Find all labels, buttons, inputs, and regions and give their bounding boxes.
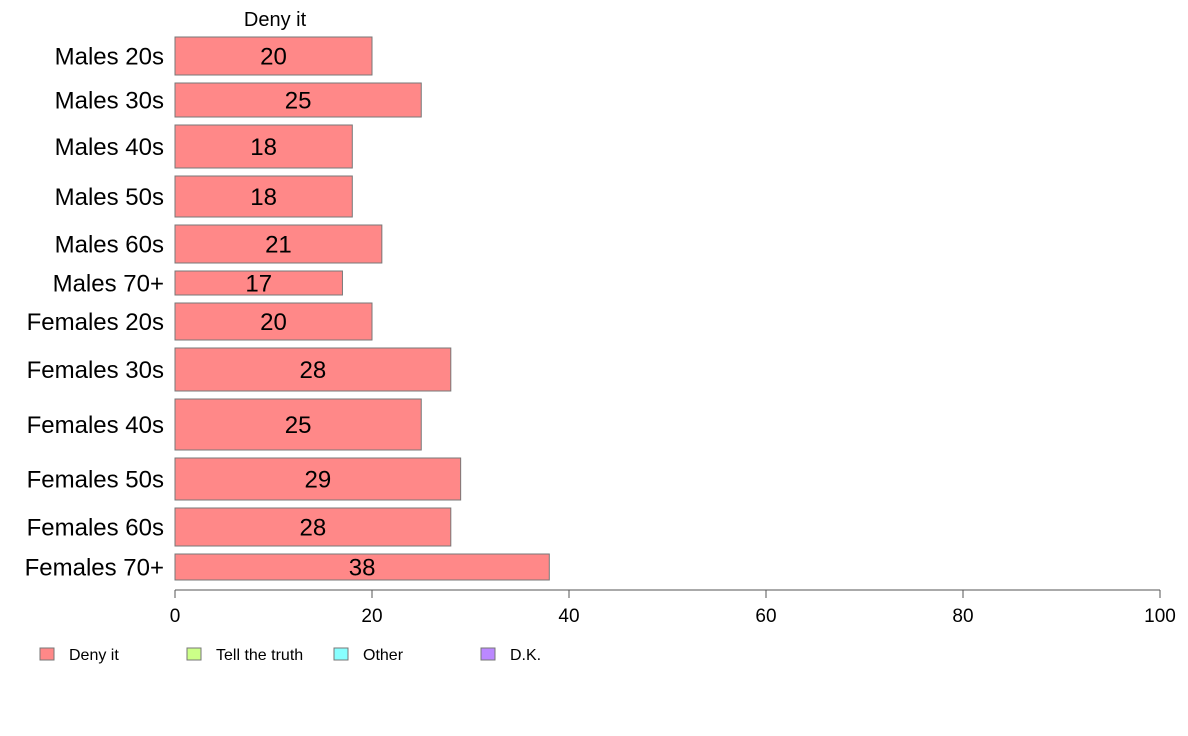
x-tick-label: 80	[952, 606, 973, 627]
legend-item: Tell the truth	[186, 647, 303, 664]
legend-swatch	[333, 647, 349, 661]
bar-value-label: 21	[265, 232, 292, 259]
bar-value-label: 38	[349, 555, 376, 582]
x-tick-label: 60	[755, 606, 776, 627]
bar	[174, 457, 462, 501]
bar-row: Females 40s 25	[27, 398, 422, 451]
bar	[174, 175, 353, 218]
bar	[174, 302, 373, 341]
bar-row: Females 20s 20	[27, 302, 373, 341]
column-title: Deny it	[244, 9, 307, 31]
legend-item: Other	[333, 647, 404, 664]
bar-value-label: 17	[245, 271, 272, 298]
legend-swatch	[39, 647, 55, 661]
category-label: Males 70+	[53, 271, 164, 298]
bar-value-label: 29	[304, 467, 331, 494]
bar-value-label: 28	[300, 357, 327, 384]
category-label: Males 20s	[55, 44, 164, 71]
legend: Deny it Tell the truth Other D.K.	[39, 647, 541, 664]
legend-label: Tell the truth	[216, 647, 303, 664]
category-label: Females 70+	[25, 555, 164, 582]
bar-row: Males 40s 18	[55, 124, 353, 169]
legend-item: Deny it	[39, 647, 119, 664]
bar-value-label: 18	[250, 134, 277, 161]
bar	[174, 347, 452, 392]
bar-value-label: 20	[260, 44, 287, 71]
category-label: Males 50s	[55, 184, 164, 211]
category-label: Females 40s	[27, 412, 164, 439]
bar	[174, 36, 373, 76]
legend-swatch	[480, 647, 496, 661]
bar-row: Females 30s 28	[27, 347, 452, 392]
bar-value-label: 20	[260, 309, 287, 336]
x-tick-label: 0	[170, 606, 181, 627]
bar-row: Males 60s 21	[55, 224, 383, 264]
x-tick-label: 100	[1144, 606, 1176, 627]
bar-value-label: 28	[300, 515, 327, 542]
bar-value-label: 25	[285, 412, 312, 439]
bar	[174, 507, 452, 547]
x-axis: 0 20 40 60 80 100	[170, 589, 1176, 627]
category-label: Males 30s	[55, 88, 164, 115]
legend-swatch	[186, 647, 202, 661]
bar-row: Females 50s 29	[27, 457, 462, 501]
bar-value-label: 25	[285, 88, 312, 115]
bar-row: Males 30s 25	[55, 82, 422, 118]
bar	[174, 270, 343, 296]
category-label: Females 30s	[27, 357, 164, 384]
category-label: Females 50s	[27, 467, 164, 494]
bar-row: Females 60s 28	[27, 507, 452, 547]
bar	[174, 82, 422, 118]
legend-label: Deny it	[69, 647, 119, 664]
bar-row: Males 20s 20	[55, 36, 373, 76]
bar-row: Males 70+ 17	[53, 270, 343, 298]
bar-value-label: 18	[250, 184, 277, 211]
bar	[174, 124, 353, 169]
legend-label: Other	[363, 647, 404, 664]
bar	[174, 224, 383, 264]
bar	[174, 398, 422, 451]
bar-row: Males 50s 18	[55, 175, 353, 218]
x-tick-label: 20	[361, 606, 382, 627]
category-label: Males 40s	[55, 134, 164, 161]
legend-item: D.K.	[480, 647, 541, 664]
bar	[174, 553, 550, 581]
category-label: Males 60s	[55, 232, 164, 259]
category-label: Females 60s	[27, 515, 164, 542]
category-label: Females 20s	[27, 309, 164, 336]
x-tick-label: 40	[558, 606, 579, 627]
legend-label: D.K.	[510, 647, 541, 664]
bar-row: Females 70+ 38	[25, 553, 550, 582]
